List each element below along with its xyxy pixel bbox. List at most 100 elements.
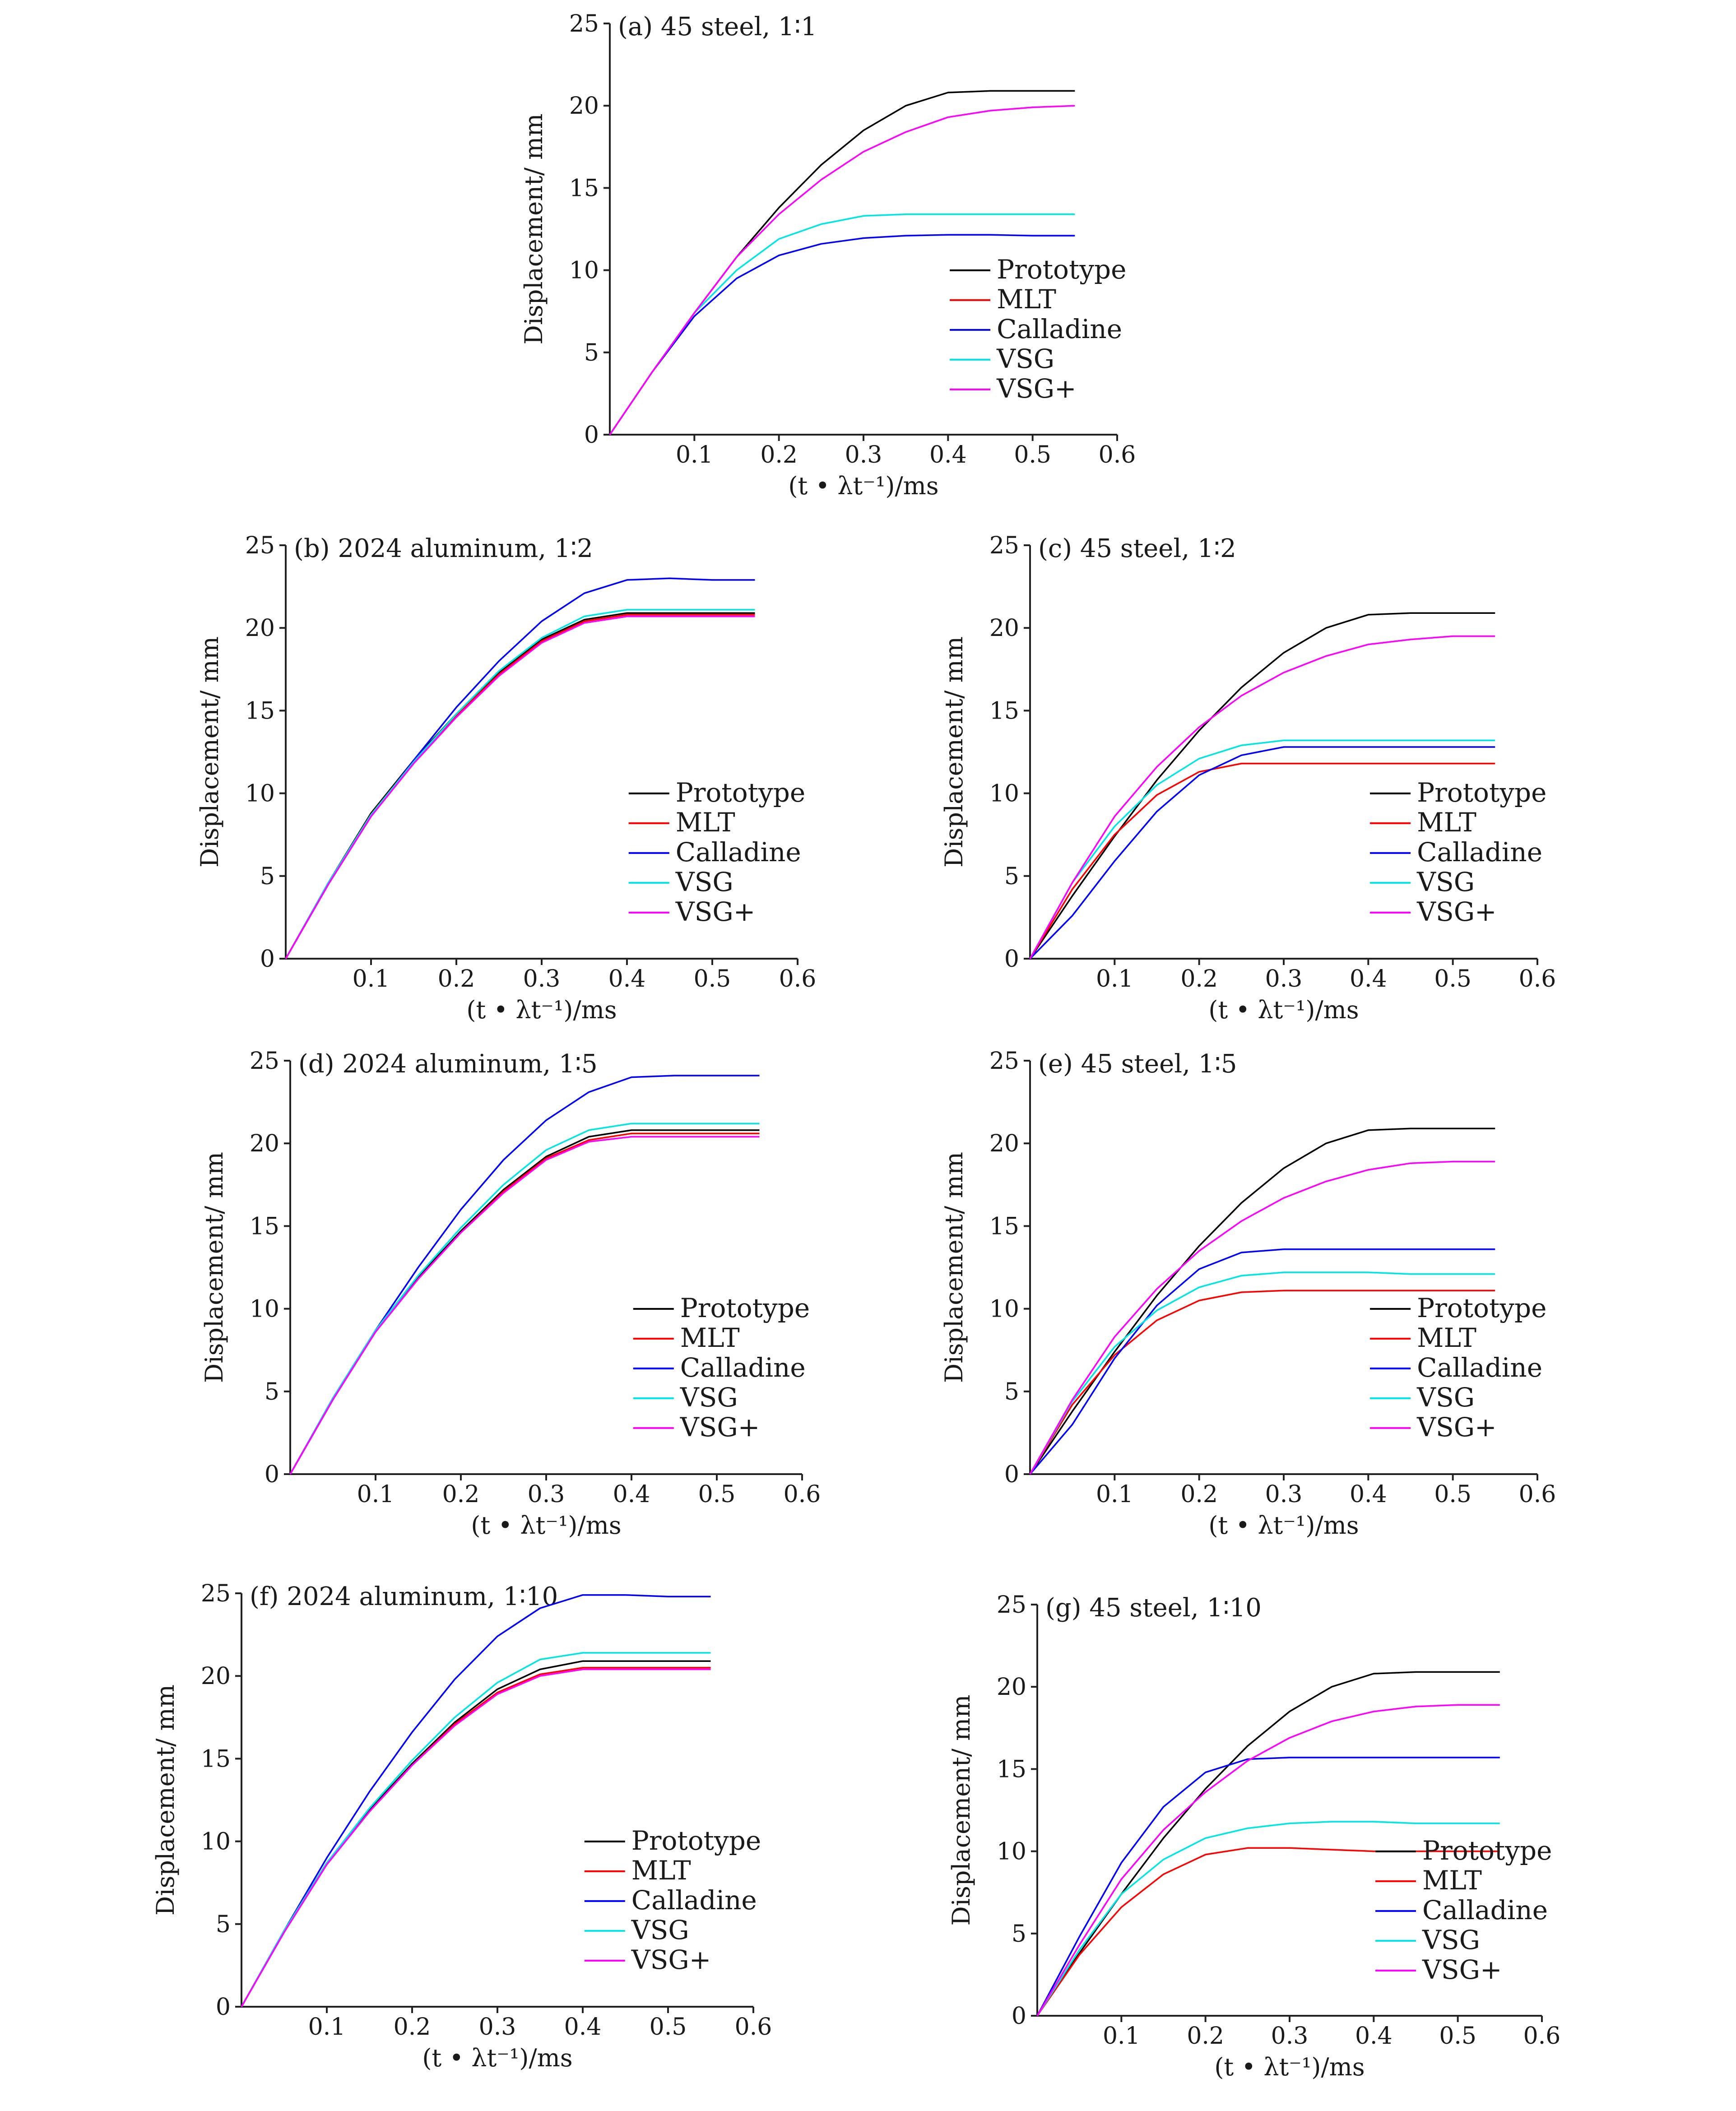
- series-line-vsg-plus: [1029, 1160, 1495, 1475]
- series-line-vsg-plus: [1036, 1704, 1500, 2016]
- x-tick-label: 0.4: [564, 2014, 602, 2041]
- legend-label: VSG+: [996, 373, 1077, 404]
- series-line-mlt: [1029, 1290, 1495, 1475]
- y-tick-label: 0: [1004, 1461, 1019, 1488]
- series-line-vsg-plus: [241, 1668, 711, 2007]
- y-axis-label: Displacement/ mm: [151, 1684, 180, 1916]
- y-tick-label: 10: [989, 1296, 1019, 1323]
- y-tick-label: 15: [245, 697, 275, 724]
- y-tick-label: 20: [989, 1130, 1019, 1157]
- panel-title: (f) 2024 aluminum, 1∶10: [250, 1582, 558, 1611]
- y-tick-label: 15: [997, 1756, 1026, 1783]
- y-tick-label: 10: [250, 1296, 279, 1323]
- x-tick-label: 0.4: [1355, 2023, 1393, 2050]
- legend-label: VSG+: [1422, 1954, 1502, 1985]
- panel-title: (c) 45 steel, 1∶2: [1038, 534, 1236, 563]
- x-tick-label: 0.3: [1271, 2023, 1309, 2050]
- y-tick-label: 25: [201, 1580, 231, 1607]
- x-tick-label: 0.5: [1434, 1481, 1471, 1508]
- x-tick-label: 0.6: [1523, 2023, 1561, 2050]
- y-tick-label: 20: [997, 1674, 1026, 1701]
- chart-panel-g: 0 5 10 15 20 25 0.1 0.2 0.3 0.4 0.5 0.6 (g) 45 steel…: [947, 1591, 1560, 2081]
- x-tick-label: 0.3: [479, 2014, 516, 2041]
- y-tick-label: 10: [989, 780, 1019, 807]
- y-tick-label: 20: [245, 615, 275, 642]
- x-tick-label: 0.2: [760, 441, 798, 469]
- series-line-vsg: [1036, 1821, 1500, 2016]
- y-axis-label: Displacement/ mm: [195, 636, 224, 868]
- y-tick-label: 20: [201, 1663, 231, 1690]
- series-line-calladine: [609, 234, 1075, 435]
- y-tick-label: 0: [1012, 2003, 1026, 2030]
- x-tick-label: 0.1: [676, 441, 713, 469]
- legend-label: Calladine: [1422, 1895, 1548, 1925]
- x-axis-label: (t • λt⁻¹)/ms: [1208, 1511, 1359, 1540]
- x-tick-label: 0.3: [528, 1481, 565, 1508]
- y-tick-label: 20: [250, 1130, 279, 1157]
- x-tick-label: 0.6: [784, 1481, 821, 1508]
- series-line-mlt: [1029, 762, 1495, 959]
- x-tick-label: 0.6: [1099, 441, 1136, 469]
- y-tick-label: 5: [265, 1378, 279, 1406]
- y-tick-label: 5: [216, 1911, 231, 1938]
- legend-label: VSG: [1416, 1382, 1475, 1413]
- y-tick-label: 25: [997, 1591, 1026, 1619]
- series-line-vsg-plus: [289, 1136, 760, 1475]
- legend-label: VSG+: [631, 1944, 711, 1975]
- chart-panel-f: 0 5 10 15 20 25 0.1 0.2 0.3 0.4 0.5 0.6 (f) 2024 alu…: [151, 1580, 772, 2072]
- y-tick-label: 5: [1004, 863, 1019, 890]
- y-tick-label: 5: [1004, 1378, 1019, 1406]
- legend-label: VSG: [680, 1382, 738, 1413]
- series-line-vsg: [289, 1123, 760, 1475]
- series-line-vsg: [285, 609, 755, 959]
- legend-label: Calladine: [1417, 1352, 1542, 1383]
- y-tick-label: 25: [245, 532, 275, 559]
- x-tick-label: 0.5: [1434, 965, 1471, 993]
- y-tick-label: 10: [997, 1838, 1026, 1865]
- series-line-calladine: [241, 1594, 711, 2007]
- legend-label: MLT: [997, 284, 1056, 315]
- y-tick-label: 15: [569, 175, 599, 202]
- y-tick-label: 10: [201, 1828, 231, 1856]
- x-tick-label: 0.3: [845, 441, 882, 469]
- legend-label: MLT: [631, 1855, 691, 1886]
- x-tick-label: 0.4: [608, 965, 646, 993]
- x-tick-label: 0.1: [1096, 965, 1133, 993]
- y-tick-label: 0: [260, 946, 275, 973]
- x-tick-label: 0.4: [929, 441, 967, 469]
- x-tick-label: 0.5: [694, 965, 731, 993]
- x-tick-label: 0.5: [1014, 441, 1051, 469]
- legend-label: VSG+: [1416, 896, 1497, 927]
- y-tick-label: 10: [245, 780, 275, 807]
- legend-label: MLT: [1417, 807, 1476, 838]
- legend-label: VSG+: [1416, 1412, 1497, 1443]
- series-line-vsg-plus: [609, 105, 1075, 435]
- legend-label: Prototype: [680, 1293, 810, 1323]
- x-tick-label: 0.1: [1103, 2023, 1140, 2050]
- x-axis-label: (t • λt⁻¹)/ms: [422, 2044, 572, 2072]
- y-axis-label: Displacement/ mm: [947, 1695, 975, 1926]
- y-axis-label: Displacement/ mm: [940, 1152, 968, 1383]
- y-tick-label: 15: [989, 1213, 1019, 1240]
- y-tick-label: 0: [1004, 946, 1019, 973]
- panel-title: (a) 45 steel, 1∶1: [618, 12, 817, 42]
- series-line-calladine: [1036, 1757, 1500, 2016]
- x-axis-label: (t • λt⁻¹)/ms: [471, 1511, 621, 1540]
- x-tick-label: 0.1: [1096, 1481, 1133, 1508]
- legend-label: Prototype: [676, 777, 805, 808]
- legend-label: VSG+: [675, 896, 756, 927]
- legend-label: VSG: [675, 867, 733, 897]
- x-tick-label: 0.3: [523, 965, 561, 993]
- x-tick-label: 0.6: [1519, 1481, 1556, 1508]
- series-line-calladine: [1029, 1248, 1495, 1475]
- y-tick-label: 0: [216, 1994, 231, 2021]
- y-tick-label: 15: [250, 1213, 279, 1240]
- x-axis-label: (t • λt⁻¹)/ms: [466, 996, 617, 1024]
- x-tick-label: 0.2: [438, 965, 475, 993]
- legend-label: Prototype: [1417, 1293, 1546, 1323]
- series-line-vsg: [1029, 1271, 1495, 1475]
- y-tick-label: 20: [989, 615, 1019, 642]
- chart-panel-e: 0 5 10 15 20 25 0.1 0.2 0.3 0.4 0.5 0.6 (e) 45 steel…: [940, 1048, 1556, 1540]
- x-tick-label: 0.5: [650, 2014, 687, 2041]
- legend-label: MLT: [1422, 1865, 1482, 1896]
